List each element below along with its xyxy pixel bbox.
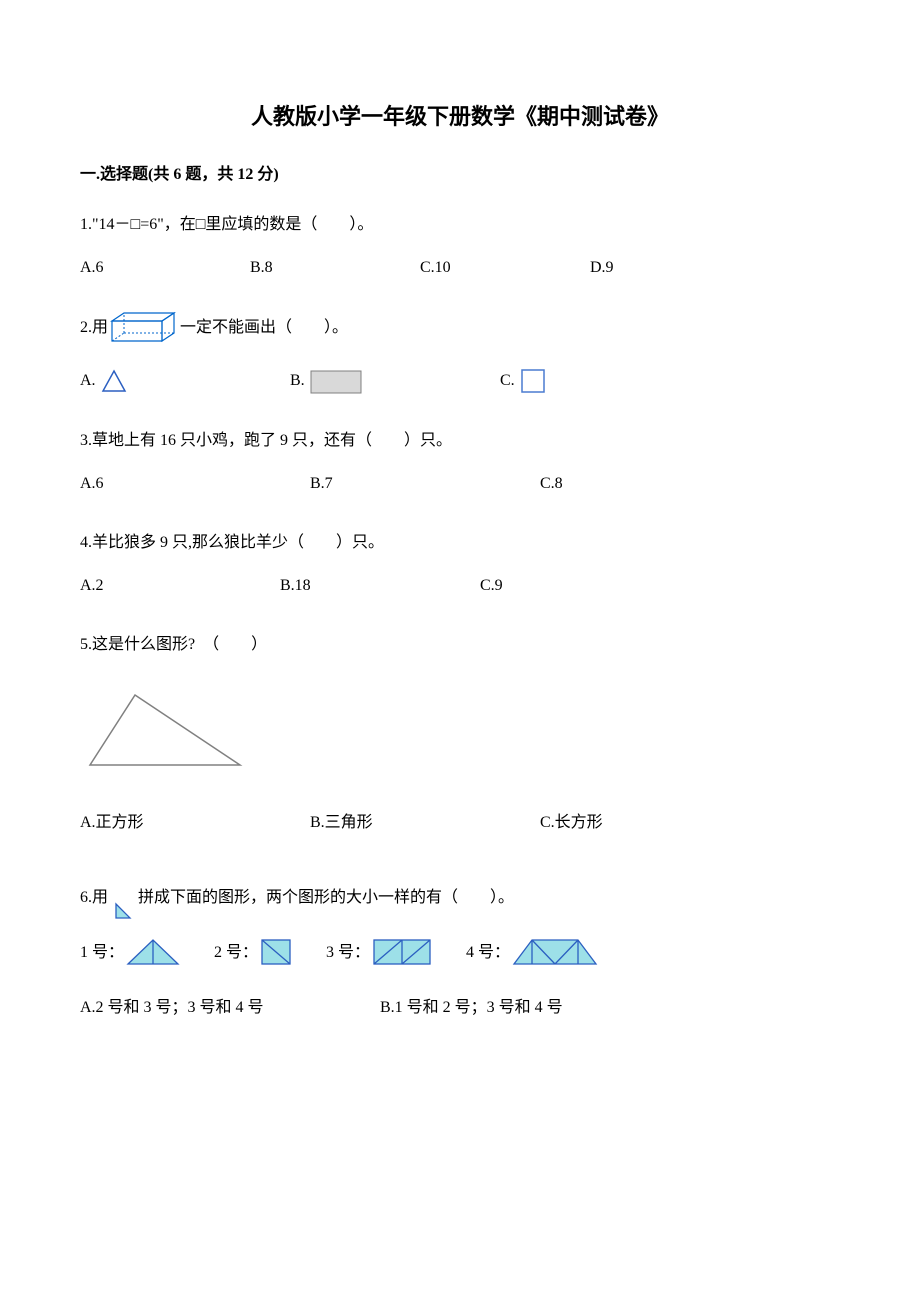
q5-figure	[80, 687, 840, 777]
q3-opt-c: C.8	[540, 466, 770, 501]
q5-text: 5.这是什么图形? （ ）	[80, 627, 840, 662]
q3-opt-b: B.7	[310, 466, 540, 501]
rectangle-icon	[309, 367, 363, 395]
q1-opt-a: A.6	[80, 250, 250, 285]
q6-label-3: 3 号：	[326, 935, 370, 970]
question-2: 2.用 一定不能画出（ ）。 A. B.	[80, 309, 840, 398]
q5-opt-c: C.长方形	[540, 805, 770, 840]
q2-a-label: A.	[80, 363, 96, 398]
question-3: 3.草地上有 16 只小鸡，跑了 9 只，还有（ ）只。 A.6 B.7 C.8	[80, 423, 840, 501]
q2-opt-b: B.	[290, 363, 500, 398]
q1-opt-c: C.10	[420, 250, 590, 285]
q6-label-2: 2 号：	[214, 935, 258, 970]
q3-opt-a: A.6	[80, 466, 310, 501]
q6-opt-b: B.1 号和 2 号；3 号和 4 号	[380, 990, 680, 1025]
q3-text: 3.草地上有 16 只小鸡，跑了 9 只，还有（ ）只。	[80, 423, 840, 458]
question-1: 1."14－□=6"，在□里应填的数是（ ）。 A.6 B.8 C.10 D.9	[80, 207, 840, 285]
q6-opt-a: A.2 号和 3 号；3 号和 4 号	[80, 990, 380, 1025]
triangle-icon	[100, 367, 128, 395]
q6-suffix: 拼成下面的图形，两个图形的大小一样的有（ ）。	[138, 880, 514, 915]
small-triangle-icon	[114, 902, 132, 920]
q5-opt-b: B.三角形	[310, 805, 540, 840]
question-5: 5.这是什么图形? （ ） A.正方形 B.三角形 C.长方形	[80, 627, 840, 839]
q2-suffix: 一定不能画出（ ）。	[180, 310, 348, 345]
page-title: 人教版小学一年级下册数学《期中测试卷》	[80, 100, 840, 133]
q6-shape-3: 3 号：	[326, 935, 434, 970]
q1-opt-d: D.9	[590, 250, 760, 285]
q6-label-4: 4 号：	[466, 935, 510, 970]
q5-opt-a: A.正方形	[80, 805, 310, 840]
q6-shape-1: 1 号：	[80, 935, 182, 970]
q1-text: 1."14－□=6"，在□里应填的数是（ ）。	[80, 207, 840, 242]
q2-prefix: 2.用	[80, 310, 108, 345]
q2-opt-a: A.	[80, 363, 290, 398]
q6-prefix: 6.用	[80, 880, 108, 915]
q6-label-1: 1 号：	[80, 935, 124, 970]
q2-b-label: B.	[290, 363, 305, 398]
section-header: 一.选择题(共 6 题，共 12 分)	[80, 163, 840, 187]
q4-opt-b: B.18	[280, 568, 480, 603]
q2-c-label: C.	[500, 363, 515, 398]
q4-opt-c: C.9	[480, 568, 680, 603]
q6-shape-4: 4 号：	[466, 935, 600, 970]
cuboid-icon	[108, 309, 180, 345]
q2-opt-c: C.	[500, 363, 710, 398]
question-4: 4.羊比狼多 9 只,那么狼比羊少（ ）只。 A.2 B.18 C.9	[80, 525, 840, 603]
q6-shape-2: 2 号：	[214, 935, 294, 970]
q4-opt-a: A.2	[80, 568, 280, 603]
q4-text: 4.羊比狼多 9 只,那么狼比羊少（ ）只。	[80, 525, 840, 560]
square-icon	[519, 367, 547, 395]
question-6: 6.用 拼成下面的图形，两个图形的大小一样的有（ ）。 1 号： 2 号： 3 …	[80, 880, 840, 1026]
q1-opt-b: B.8	[250, 250, 420, 285]
